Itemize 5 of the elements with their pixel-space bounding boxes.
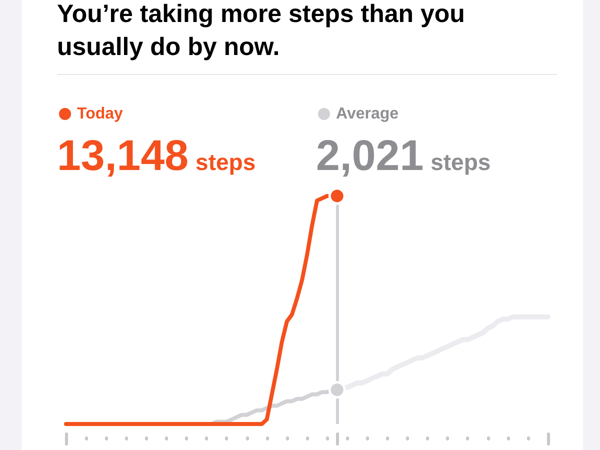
legend-label: Average bbox=[336, 106, 399, 122]
legend-label: Today bbox=[77, 106, 124, 122]
text: 2,021 steps bbox=[316, 132, 491, 180]
chart-title: You’re taking more steps than you usually do by now. bbox=[57, 0, 466, 63]
text: 13,148 steps bbox=[57, 132, 256, 180]
